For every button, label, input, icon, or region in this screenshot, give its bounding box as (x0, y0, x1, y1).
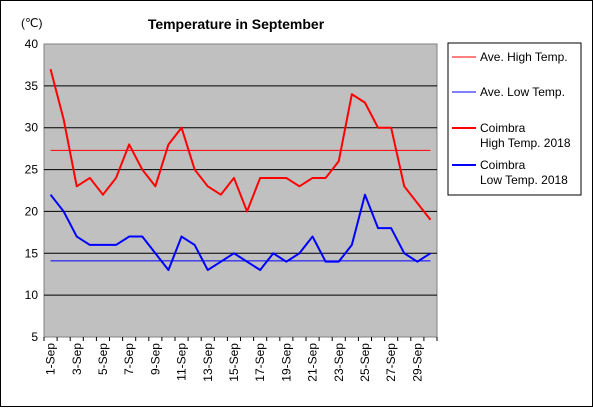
x-tick-label: 25-Sep (358, 343, 372, 382)
y-tick-label: 15 (25, 246, 39, 260)
x-tick-label: 3-Sep (70, 343, 84, 375)
x-tick-label: 11-Sep (175, 343, 189, 381)
x-tick-label: 21-Sep (306, 343, 320, 382)
x-tick-label: 19-Sep (279, 343, 293, 382)
y-tick-label: 40 (25, 37, 39, 51)
chart-title: Temperature in September (148, 16, 325, 32)
y-tick-label: 10 (25, 288, 39, 302)
y-tick-label: 25 (25, 163, 39, 177)
x-tick-label: 15-Sep (227, 343, 241, 382)
y-tick-label: 5 (31, 330, 38, 344)
x-tick-label: 29-Sep (410, 343, 424, 382)
x-tick-label: 23-Sep (332, 343, 346, 382)
legend-label-1: Ave. Low Temp. (480, 85, 565, 99)
x-tick-label: 1-Sep (44, 343, 58, 375)
x-tick-label: 9-Sep (148, 343, 162, 375)
x-tick-label: 17-Sep (253, 343, 267, 382)
y-tick-label: 35 (25, 79, 39, 93)
y-tick-label: 20 (25, 204, 39, 218)
plot-area: 5 10 15 20 25 30 35 40 1-Sep 3-Sep 5-Sep 7-Sep 9-Sep… (25, 37, 437, 382)
x-tick-label: 5-Sep (96, 343, 110, 375)
y-axis-unit: (℃) (21, 16, 42, 30)
legend-label-0: Ave. High Temp. (480, 50, 568, 64)
x-tick-label: 27-Sep (384, 343, 398, 382)
x-tick-label: 7-Sep (122, 343, 136, 375)
y-tick-label: 30 (25, 121, 39, 135)
plot-background (44, 44, 437, 337)
x-tick-label: 13-Sep (201, 343, 215, 382)
